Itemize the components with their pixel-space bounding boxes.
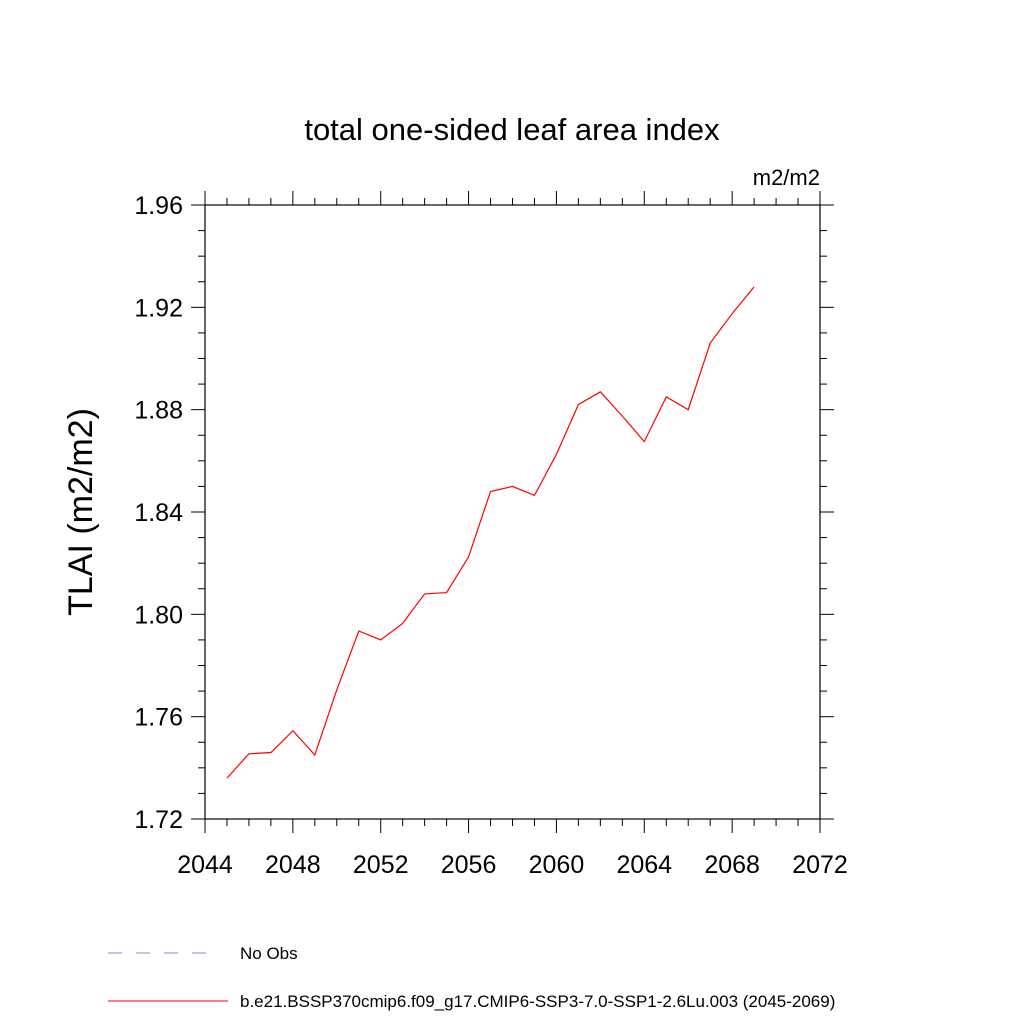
plot-frame [204, 204, 821, 820]
y-tick-label: 1.76 [134, 704, 183, 732]
y-tick-label: 1.96 [134, 192, 183, 220]
y-tick-label: 1.72 [134, 806, 183, 834]
axis-ticks [191, 191, 834, 833]
y-tick-label: 1.92 [134, 294, 183, 322]
x-tick-label: 2072 [792, 851, 848, 879]
legend: No Obs b.e21.BSSP370cmip6.f09_g17.CMIP6-S… [108, 944, 835, 1011]
y-axis-label: TLAI (m2/m2) [62, 408, 100, 616]
x-tick-label: 2044 [177, 851, 233, 879]
x-tick-label: 2056 [441, 851, 497, 879]
y-tick-label: 1.88 [134, 397, 183, 425]
series-line-0 [226, 286, 755, 779]
x-tick-label: 2048 [265, 851, 321, 879]
x-tick-label: 2064 [616, 851, 672, 879]
x-tick-label: 2052 [353, 851, 409, 879]
x-tick-label: 2068 [704, 851, 760, 879]
y-tick-label: 1.80 [134, 601, 183, 629]
x-tick-label: 2060 [529, 851, 585, 879]
y-tick-label: 1.84 [134, 499, 183, 527]
units-label: m2/m2 [753, 165, 820, 190]
tick-labels: 2044 2048 2052 2056 2060 2064 2068 2072 1.72 1.76… [134, 192, 847, 879]
series-layer [226, 286, 755, 779]
legend-label-1: b.e21.BSSP370cmip6.f09_g17.CMIP6-SSP3-7.… [240, 992, 835, 1011]
legend-label-0: No Obs [240, 944, 298, 963]
chart-title: total one-sided leaf area index [304, 112, 720, 147]
